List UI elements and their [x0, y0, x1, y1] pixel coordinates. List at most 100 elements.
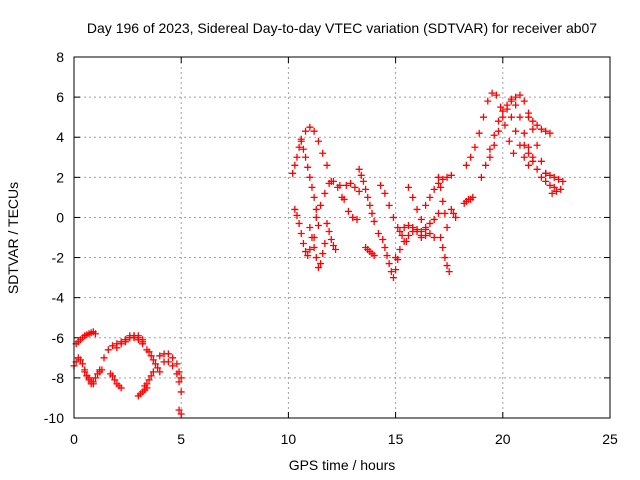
data-point [542, 127, 550, 135]
data-point [104, 346, 112, 354]
data-point [293, 211, 301, 219]
series-arc31 [434, 173, 451, 231]
data-point [329, 177, 337, 185]
data-point [430, 185, 438, 193]
data-point [480, 113, 488, 121]
data-point [143, 380, 151, 388]
data-point [495, 117, 503, 125]
series-arc14 [289, 123, 335, 185]
data-point [413, 205, 421, 213]
data-point [443, 262, 451, 270]
data-point [495, 127, 503, 135]
data-point [314, 221, 322, 229]
data-point [443, 173, 451, 181]
data-point [396, 227, 404, 235]
data-point [434, 209, 442, 217]
data-point [533, 141, 541, 149]
data-point [175, 378, 183, 386]
y-tick-label: 2 [56, 169, 64, 185]
data-point [302, 248, 310, 256]
data-point [555, 175, 563, 183]
data-point [404, 183, 412, 191]
series-arc32 [437, 234, 453, 276]
data-point [85, 374, 93, 382]
data-point [381, 189, 389, 197]
data-point [145, 348, 153, 356]
data-point [299, 145, 307, 153]
data-point [329, 242, 337, 250]
y-tick-label: 4 [56, 129, 64, 145]
data-point [147, 372, 155, 380]
series-arc25 [381, 244, 402, 282]
data-point [516, 113, 524, 121]
series-arc40 [520, 141, 558, 191]
data-point [370, 217, 378, 225]
data-point [164, 350, 172, 358]
data-point [304, 252, 312, 260]
data-point [533, 165, 541, 173]
data-point [291, 205, 299, 213]
data-point [117, 340, 125, 348]
data-point [312, 213, 320, 221]
data-point [336, 181, 344, 189]
data-point [149, 368, 157, 376]
data-point [529, 117, 537, 125]
data-point [430, 234, 438, 241]
data-point [559, 177, 567, 185]
data-point [113, 344, 121, 352]
data-point [325, 179, 333, 187]
series-arc5 [106, 370, 125, 392]
data-point [355, 165, 363, 173]
data-point [537, 125, 545, 133]
data-point [173, 370, 181, 378]
data-point [417, 215, 425, 223]
series-arc11 [156, 350, 185, 382]
data-point [471, 143, 479, 151]
data-point [81, 368, 89, 376]
data-point [366, 201, 374, 209]
series-arc21 [342, 179, 363, 195]
data-point [394, 223, 402, 231]
data-point [400, 223, 408, 231]
data-point [529, 157, 537, 165]
data-point [490, 141, 498, 149]
data-point [306, 223, 314, 231]
data-point [452, 213, 460, 221]
data-point [404, 231, 412, 239]
data-point [340, 195, 348, 203]
data-point [147, 352, 155, 360]
data-point [482, 161, 490, 169]
data-point [381, 244, 389, 252]
data-point [355, 187, 363, 195]
data-point [379, 236, 387, 244]
data-point [385, 260, 393, 268]
x-tick-label: 25 [602, 431, 618, 447]
data-point [297, 229, 305, 237]
plot-frame [73, 56, 611, 419]
data-point [546, 129, 554, 137]
data-point [492, 91, 500, 99]
data-point [156, 368, 164, 376]
x-axis-label: GPS time / hours [289, 457, 396, 473]
data-point [310, 127, 318, 135]
series-arc41 [542, 169, 567, 185]
data-point [302, 153, 310, 161]
data-point [111, 376, 119, 384]
data-point [91, 374, 99, 382]
series-arc8 [134, 384, 151, 400]
data-point [437, 234, 445, 241]
data-point [177, 410, 185, 418]
data-point [529, 125, 537, 133]
data-point [441, 209, 449, 217]
data-point [117, 384, 125, 392]
data-point [525, 149, 533, 157]
data-point [439, 175, 447, 183]
data-point [434, 179, 442, 187]
series-arc39 [525, 113, 554, 137]
data-point [443, 223, 451, 231]
data-point [422, 201, 430, 209]
series-arc10 [141, 368, 157, 390]
data-point [349, 213, 357, 221]
series-arc22 [355, 165, 387, 244]
data-point [499, 113, 507, 121]
